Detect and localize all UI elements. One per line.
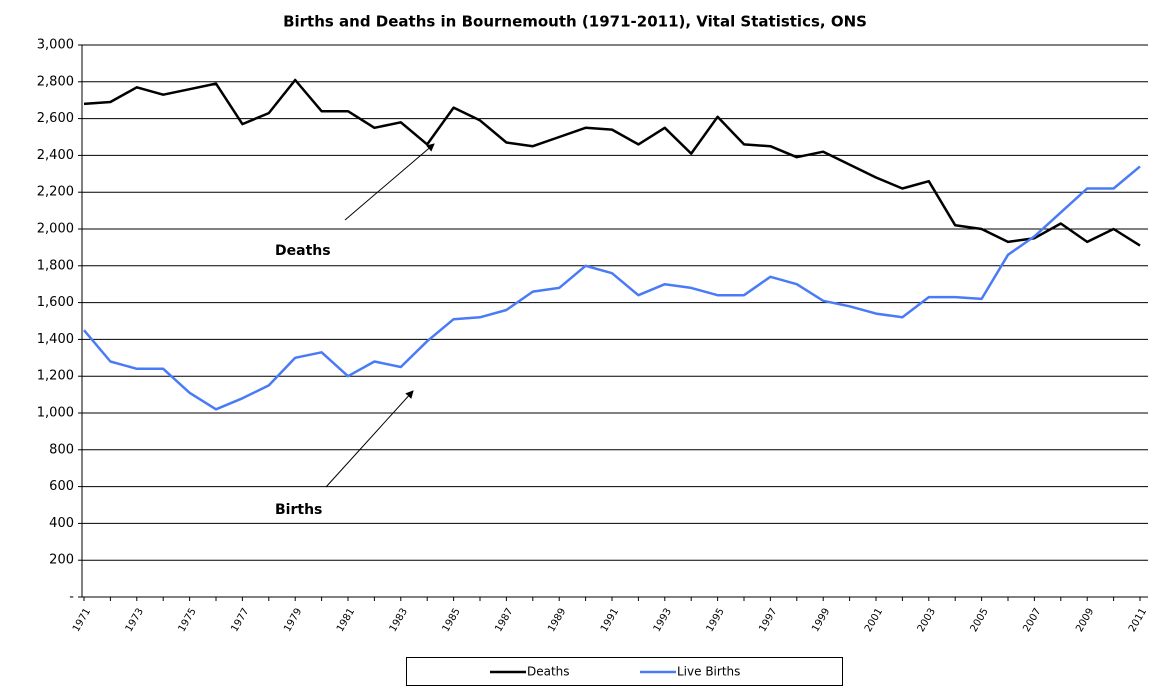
- x-tick-label: 1977: [229, 607, 251, 635]
- x-tick-label: 1975: [177, 607, 199, 635]
- annotation: Births: [275, 502, 322, 518]
- y-tick-label: 1,800: [37, 258, 74, 273]
- x-tick-label: 1999: [810, 607, 832, 635]
- y-tick-label: 800: [49, 442, 74, 457]
- x-tick-label: 1989: [546, 607, 568, 635]
- series-line: [83, 165, 1141, 411]
- y-tick-label: 1,400: [37, 332, 74, 347]
- x-tick-label: 1981: [335, 607, 357, 635]
- legend-box: [406, 657, 843, 686]
- legend-label: Deaths: [527, 665, 570, 679]
- x-tick-label: 1995: [705, 607, 727, 635]
- x-tick-label: 2007: [1021, 607, 1043, 635]
- x-tick-label: 1997: [757, 607, 779, 635]
- x-tick-label: 2011: [1127, 607, 1149, 635]
- series-line: [83, 78, 1141, 247]
- y-tick-label: 2,400: [37, 148, 74, 163]
- y-tick-label: 2,000: [37, 222, 74, 237]
- x-tick-label: 1993: [652, 607, 674, 635]
- y-tick-label: 3,000: [37, 38, 74, 53]
- y-tick-label: 200: [49, 553, 74, 568]
- annotation-arrow: [325, 390, 414, 488]
- x-tick-label: 1991: [599, 607, 621, 635]
- x-tick-label: 1973: [124, 607, 146, 635]
- y-tick-label: 1,600: [37, 295, 74, 310]
- x-tick-label: 2005: [969, 607, 991, 635]
- x-tick-label: 2001: [863, 607, 885, 635]
- legend-label: Live Births: [677, 665, 740, 679]
- y-tick-label: 400: [49, 516, 74, 531]
- x-tick-label: 1985: [441, 607, 463, 635]
- x-tick-label: 1987: [493, 607, 515, 635]
- annotation-arrow: [344, 143, 435, 221]
- x-tick-label: 2009: [1074, 607, 1096, 635]
- y-tick-label: 2,200: [37, 185, 74, 200]
- y-tick-label: 1,000: [37, 406, 74, 421]
- y-tick-label: 600: [49, 479, 74, 494]
- annotation: Deaths: [275, 243, 331, 259]
- x-tick-label: 1979: [282, 607, 304, 635]
- chart-title: Births and Deaths in Bournemouth (1971-2…: [283, 13, 867, 31]
- legend: Deaths Live Births: [406, 657, 843, 686]
- x-tick-label: 1983: [388, 607, 410, 635]
- y-tick-label: 2,800: [37, 74, 74, 89]
- y-tick-label: 1,200: [37, 369, 74, 384]
- y-tick-label: 2,600: [37, 111, 74, 126]
- x-tick-label: 2003: [916, 607, 938, 635]
- y-tick-label: -: [69, 590, 74, 605]
- x-tick-label: 1971: [71, 607, 93, 635]
